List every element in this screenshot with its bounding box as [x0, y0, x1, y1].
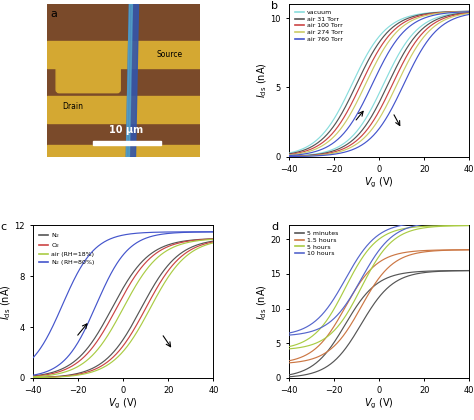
X-axis label: $V_{\rm g}$ (V): $V_{\rm g}$ (V): [109, 397, 138, 411]
Bar: [47, 96, 200, 123]
Text: Drain: Drain: [62, 102, 83, 111]
Text: a: a: [50, 9, 57, 19]
Polygon shape: [127, 4, 132, 157]
Legend: 5 minutes, 1.5 hours, 5 hours, 10 hours: 5 minutes, 1.5 hours, 5 hours, 10 hours: [292, 228, 340, 259]
Polygon shape: [127, 4, 138, 157]
Text: d: d: [271, 222, 278, 232]
Text: c: c: [1, 222, 7, 232]
FancyBboxPatch shape: [56, 65, 120, 93]
Bar: [93, 141, 162, 144]
Legend: N$_2$, O$_2$, air (RH=18%), N$_2$ (RH=80%): N$_2$, O$_2$, air (RH=18%), N$_2$ (RH=80…: [36, 228, 97, 270]
Text: b: b: [271, 1, 278, 11]
Legend: vacuum, air 31 Torr, air 100 Torr, air 274 Torr, air 760 Torr: vacuum, air 31 Torr, air 100 Torr, air 2…: [292, 7, 345, 44]
Y-axis label: $I_{\rm ds}$ (nA): $I_{\rm ds}$ (nA): [255, 284, 269, 320]
Y-axis label: $I_{\rm ds}$ (nA): $I_{\rm ds}$ (nA): [255, 63, 269, 98]
Text: Source: Source: [157, 50, 183, 59]
Text: 10 μm: 10 μm: [109, 126, 144, 135]
Bar: [47, 41, 200, 68]
X-axis label: $V_{\rm g}$ (V): $V_{\rm g}$ (V): [364, 397, 394, 411]
Y-axis label: $I_{\rm ds}$ (nA): $I_{\rm ds}$ (nA): [0, 284, 13, 320]
X-axis label: $V_{\rm g}$ (V): $V_{\rm g}$ (V): [364, 176, 394, 190]
Bar: [47, 144, 200, 157]
